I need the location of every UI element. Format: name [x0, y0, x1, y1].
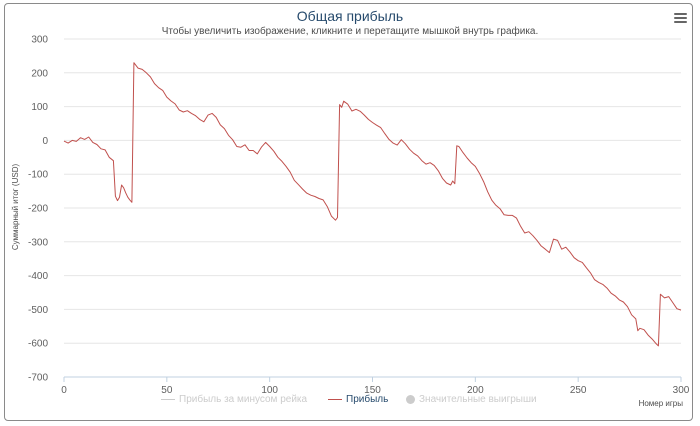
- y-tick-label: -200: [28, 204, 48, 215]
- series-line-profit[interactable]: [63, 62, 682, 347]
- x-tick-label: 200: [467, 385, 484, 396]
- x-tick-label: 250: [570, 385, 587, 396]
- y-tick-label: -700: [28, 373, 48, 384]
- chart-title: Общая прибыль: [296, 8, 404, 24]
- legend-item-profit[interactable]: Прибыль: [328, 394, 388, 405]
- hamburger-menu-icon[interactable]: [674, 12, 688, 25]
- legend-label: Значительные выигрыши: [419, 394, 537, 405]
- y-tick-label: -600: [28, 339, 48, 350]
- legend-line-symbol: [328, 398, 342, 400]
- y-axis-title: Суммарный итог (USD): [11, 164, 20, 251]
- legend-label: Прибыль за минусом рейка: [179, 394, 308, 405]
- y-tick-label: 0: [42, 136, 48, 147]
- legend-item-net-profit[interactable]: Прибыль за минусом рейка: [161, 394, 307, 405]
- chart-container: [4, 3, 693, 421]
- x-tick-label: 50: [161, 385, 173, 396]
- y-tick-label: 100: [31, 102, 48, 113]
- y-tick-label: -400: [28, 271, 48, 282]
- x-tick-label: 100: [261, 385, 278, 396]
- chart-subtitle: Чтобы увеличить изображение, кликните и …: [161, 26, 539, 37]
- x-tick-label: 0: [61, 385, 67, 396]
- chart-legend: Прибыль за минусом рейка Прибыль Значите…: [0, 394, 700, 408]
- legend-dot-symbol: [406, 394, 415, 404]
- y-tick-label: -500: [28, 305, 48, 316]
- legend-line-symbol: [161, 398, 175, 400]
- x-tick-label: 150: [364, 385, 381, 396]
- legend-label: Прибыль: [346, 394, 389, 405]
- y-tick-label: 200: [31, 68, 48, 79]
- y-tick-label: -100: [28, 170, 48, 181]
- x-axis-title: Номер игры: [639, 399, 684, 408]
- x-tick-label: 300: [673, 385, 690, 396]
- y-tick-label: 300: [31, 35, 48, 46]
- y-tick-label: -300: [28, 237, 48, 248]
- legend-item-big-wins[interactable]: Значительные выигрыши: [406, 394, 537, 405]
